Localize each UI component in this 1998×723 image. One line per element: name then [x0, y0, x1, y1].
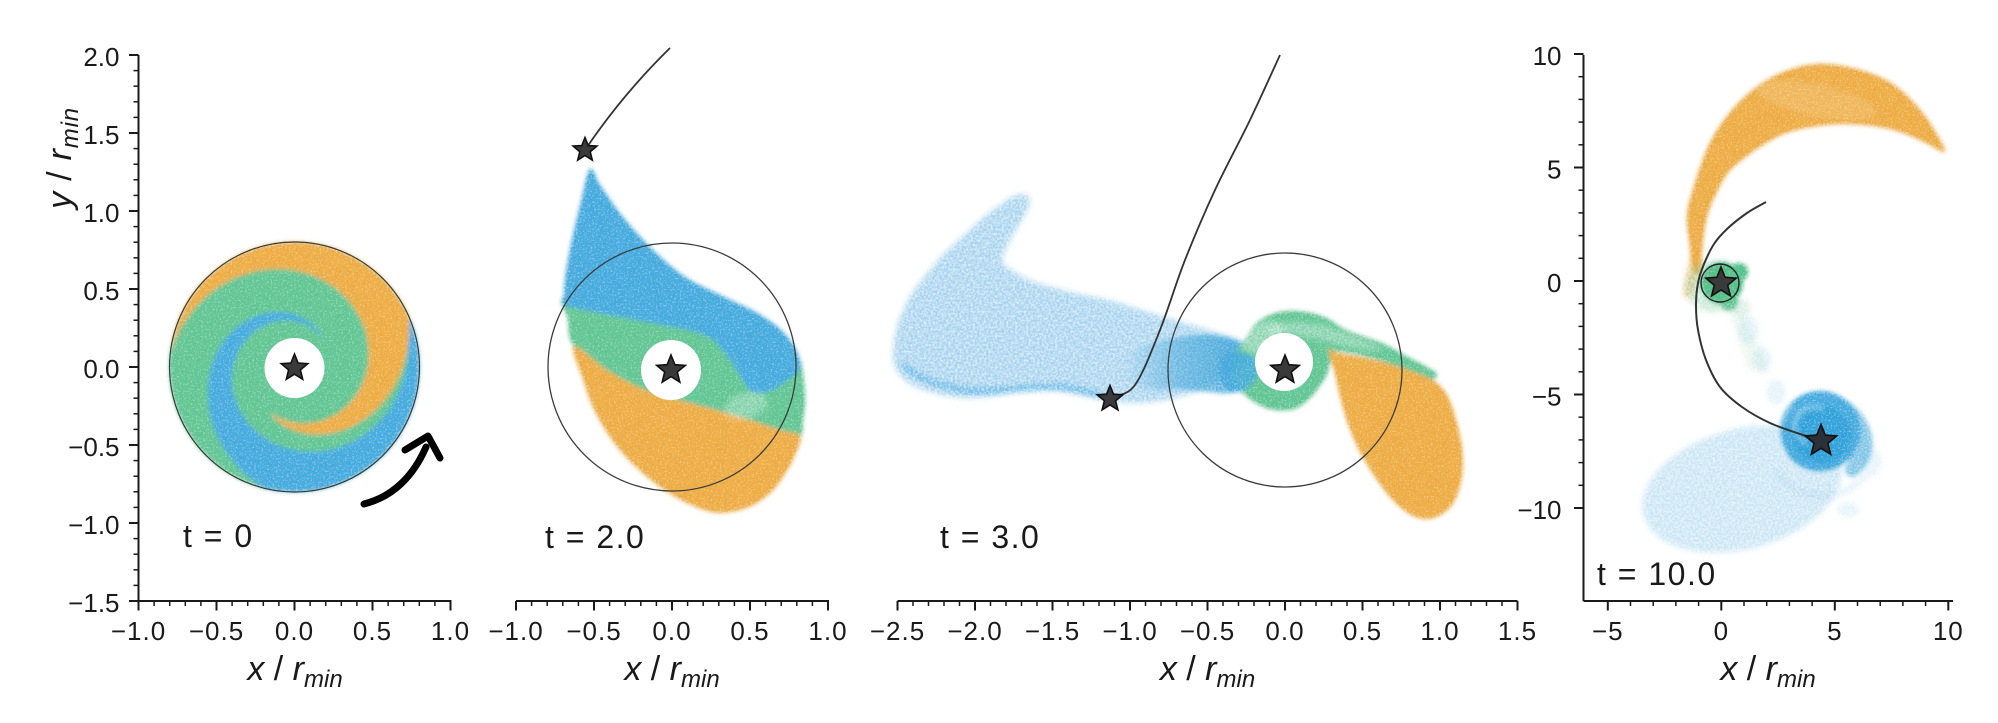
svg-text:x / rmin: x / rmin	[245, 650, 342, 693]
svg-text:0.0: 0.0	[275, 616, 314, 646]
svg-text:10: 10	[1533, 41, 1562, 71]
svg-text:1.0: 1.0	[83, 198, 119, 228]
svg-text:−0.5: −0.5	[1180, 616, 1235, 646]
svg-text:−1.5: −1.5	[68, 588, 119, 618]
svg-text:0: 0	[1714, 616, 1729, 646]
svg-text:t = 3.0: t = 3.0	[940, 519, 1040, 555]
svg-text:x / rmin: x / rmin	[622, 650, 719, 693]
svg-text:x / rmin: x / rmin	[1158, 650, 1255, 693]
svg-text:−0.5: −0.5	[189, 616, 244, 646]
svg-text:0.5: 0.5	[1343, 616, 1382, 646]
svg-text:5: 5	[1827, 616, 1842, 646]
svg-text:0.0: 0.0	[652, 616, 691, 646]
svg-text:1.0: 1.0	[808, 616, 847, 646]
svg-text:−1.0: −1.0	[488, 616, 543, 646]
svg-text:1.0: 1.0	[1420, 616, 1459, 646]
svg-text:−1.5: −1.5	[1025, 616, 1080, 646]
svg-text:−5: −5	[1532, 382, 1562, 412]
svg-text:0.5: 0.5	[83, 276, 119, 306]
svg-text:10: 10	[1933, 616, 1964, 646]
svg-text:−1.0: −1.0	[111, 616, 166, 646]
svg-text:t = 2.0: t = 2.0	[545, 519, 645, 555]
svg-text:−0.5: −0.5	[566, 616, 621, 646]
svg-text:0.0: 0.0	[83, 354, 119, 384]
svg-text:1.5: 1.5	[1498, 616, 1537, 646]
svg-text:−10: −10	[1517, 495, 1561, 525]
svg-text:0: 0	[1547, 268, 1561, 298]
svg-text:0.0: 0.0	[1265, 616, 1304, 646]
svg-text:5: 5	[1547, 155, 1561, 185]
svg-text:−5: −5	[1592, 616, 1624, 646]
svg-text:t = 10.0: t = 10.0	[1597, 556, 1717, 592]
svg-text:−0.5: −0.5	[68, 432, 119, 462]
svg-text:0.5: 0.5	[730, 616, 769, 646]
svg-text:2.0: 2.0	[83, 42, 119, 72]
svg-text:x / rmin: x / rmin	[1718, 650, 1815, 693]
svg-text:−2.0: −2.0	[947, 616, 1002, 646]
svg-text:−1.0: −1.0	[68, 510, 119, 540]
svg-text:1.5: 1.5	[83, 120, 119, 150]
svg-text:−2.5: −2.5	[870, 616, 925, 646]
svg-text:1.0: 1.0	[431, 616, 470, 646]
svg-text:−1.0: −1.0	[1102, 616, 1157, 646]
svg-text:t = 0: t = 0	[183, 518, 254, 554]
svg-text:0.5: 0.5	[353, 616, 392, 646]
svg-text:y / rmin: y / rmin	[41, 107, 84, 211]
